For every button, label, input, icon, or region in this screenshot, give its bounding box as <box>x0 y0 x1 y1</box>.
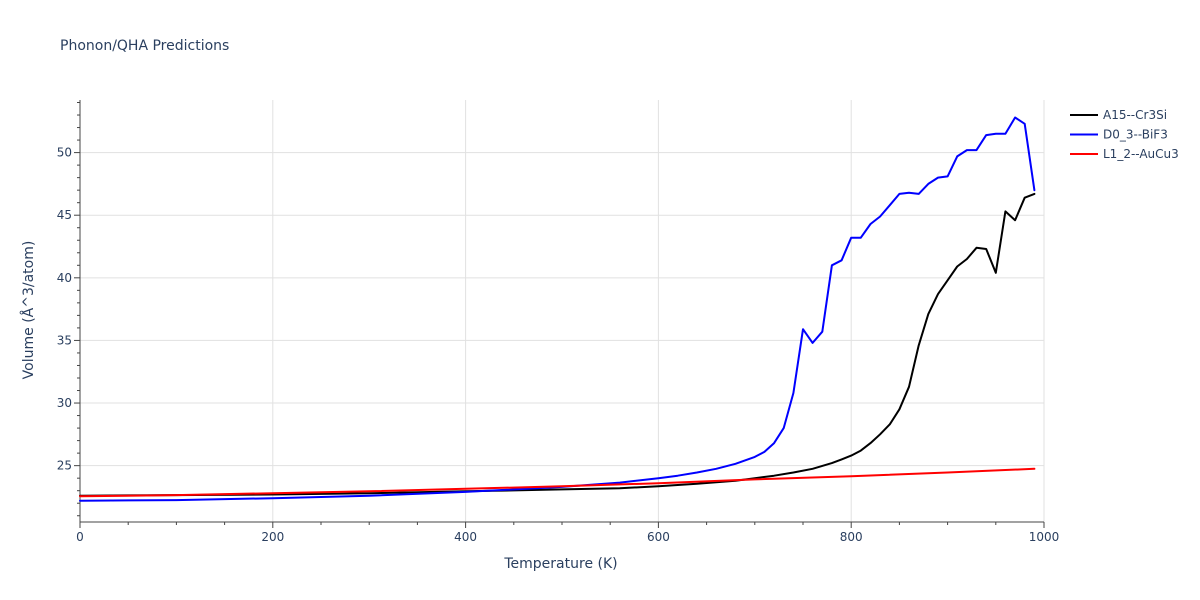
x-tick-label: 1000 <box>1029 530 1060 544</box>
series-line-a15-cr3si[interactable] <box>79 192 1036 497</box>
y-tick-label: 35 <box>57 333 72 347</box>
x-tick-label: 400 <box>454 530 477 544</box>
x-axis-title: Temperature (K) <box>503 556 617 572</box>
y-tick-label: 45 <box>57 208 72 222</box>
legend-item[interactable]: D0_3--BiF3 <box>1070 128 1168 142</box>
x-tick-label: 800 <box>840 530 863 544</box>
y-tick-label: 25 <box>57 459 72 473</box>
y-tick-label: 30 <box>57 396 72 410</box>
series-line-l1-2-aucu3[interactable] <box>79 467 1036 498</box>
x-tick-label: 600 <box>647 530 670 544</box>
legend-label: D0_3--BiF3 <box>1103 128 1168 142</box>
y-tick-label: 50 <box>57 146 72 160</box>
chart-title: Phonon/QHA Predictions <box>60 38 229 54</box>
y-axis-title: Volume (Å^3/atom) <box>20 241 37 380</box>
series-line-d0-3-bif3[interactable] <box>79 116 1036 502</box>
y-ticks: 25 30 35 40 45 50 <box>57 146 72 473</box>
x-ticks: 0 200 400 600 800 1000 <box>76 530 1059 544</box>
x-tick-label: 0 <box>76 530 84 544</box>
x-grid <box>272 100 1045 522</box>
y-tick-label: 40 <box>57 271 72 285</box>
plot-lines <box>79 116 1036 502</box>
y-grid <box>80 152 1044 467</box>
x-tick-label: 200 <box>261 530 284 544</box>
legend-label: L1_2--AuCu3 <box>1103 147 1179 161</box>
legend-item[interactable]: A15--Cr3Si <box>1070 108 1167 122</box>
axes <box>74 100 1045 528</box>
legend-item[interactable]: L1_2--AuCu3 <box>1070 147 1179 161</box>
legend[interactable]: A15--Cr3Si D0_3--BiF3 L1_2--AuCu3 <box>1070 108 1179 161</box>
legend-label: A15--Cr3Si <box>1103 108 1167 122</box>
